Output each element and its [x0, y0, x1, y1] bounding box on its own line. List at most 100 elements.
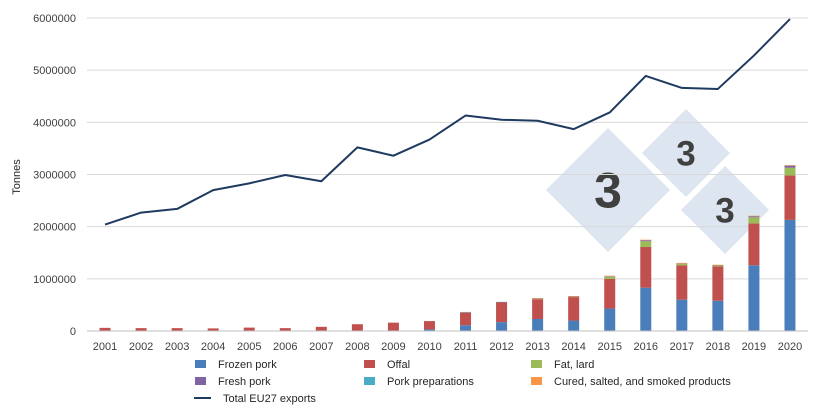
x-tick-label: 2011	[454, 341, 478, 353]
bar-segment	[784, 165, 796, 168]
bar-segment	[99, 327, 111, 331]
legend-swatch	[531, 377, 542, 385]
bar-segment	[676, 263, 688, 266]
legend-label: Pork preparations	[387, 376, 474, 388]
bar-segment	[568, 320, 580, 331]
bar-segment	[496, 302, 508, 323]
bar-segment	[712, 265, 724, 267]
bar-segment	[712, 300, 724, 331]
bar-segment	[604, 308, 616, 331]
watermark-digit: 3	[715, 191, 734, 230]
y-tick-label: 1000000	[33, 274, 76, 286]
bar-segment	[135, 328, 147, 331]
x-tick-label: 2009	[381, 341, 405, 353]
bar-segment	[532, 298, 544, 299]
bar-segment	[712, 266, 724, 301]
bar-segment	[171, 328, 183, 331]
watermark-digit: 3	[676, 134, 695, 173]
bar-segment	[532, 298, 544, 300]
bar-segment	[279, 328, 291, 331]
x-tick-label: 2020	[778, 341, 802, 353]
watermark-diamond	[681, 166, 769, 254]
y-tick-label: 0	[70, 326, 76, 338]
bar-segment	[748, 215, 760, 217]
bar-segment	[748, 216, 760, 218]
watermark-logo: 333	[546, 109, 769, 254]
bar-segment	[784, 165, 796, 166]
bar-segment	[604, 278, 616, 309]
bar-segment	[676, 263, 688, 264]
y-tick-label: 3000000	[33, 170, 76, 182]
bar-segment	[496, 322, 508, 331]
y-tick-label: 6000000	[33, 13, 76, 25]
legend-swatch	[364, 377, 375, 385]
bar-segment	[640, 240, 652, 242]
x-tick-label: 2018	[706, 341, 730, 353]
bar-segment	[676, 299, 688, 331]
bar-segment	[568, 296, 580, 298]
x-tick-label: 2015	[597, 341, 621, 353]
bar-segment	[640, 247, 652, 288]
bar-segment	[712, 264, 724, 266]
legend-label: Frozen pork	[218, 359, 277, 371]
bars-group	[99, 165, 796, 331]
bar-segment	[423, 321, 435, 330]
bar-segment	[604, 275, 616, 277]
bar-segment	[351, 324, 363, 331]
bar-segment	[712, 265, 724, 266]
y-tick-label: 5000000	[33, 65, 76, 77]
legend-label: Offal	[387, 359, 410, 371]
x-tick-label: 2016	[634, 341, 658, 353]
legend-label: Cured, salted, and smoked products	[554, 376, 731, 388]
bar-segment	[460, 325, 472, 331]
x-tick-label: 2017	[670, 341, 694, 353]
bar-segment	[568, 296, 580, 297]
bar-segment	[568, 297, 580, 321]
bar-segment	[387, 322, 399, 331]
bar-segment	[532, 298, 544, 299]
x-tick-label: 2012	[489, 341, 513, 353]
x-tick-label: 2003	[165, 341, 189, 353]
x-tick-label: 2004	[201, 341, 225, 353]
bar-segment	[243, 327, 255, 331]
bar-segment	[676, 262, 688, 264]
bar-segment	[315, 326, 327, 331]
x-tick-label: 2008	[345, 341, 369, 353]
gridlines	[87, 17, 808, 332]
x-tick-label: 2019	[742, 341, 766, 353]
x-tick-label: 2002	[129, 341, 153, 353]
bar-segment	[640, 239, 652, 241]
x-tick-label: 2005	[237, 341, 261, 353]
watermark-digit: 3	[594, 162, 622, 218]
bar-segment	[604, 276, 616, 277]
bar-segment	[784, 167, 796, 176]
bar-segment	[640, 241, 652, 248]
x-tick-label: 2001	[93, 341, 117, 353]
axes-group: 0 1000000 2000000 3000000 4000000 5000000 6000…	[33, 13, 808, 353]
legend-label: Total EU27 exports	[223, 393, 316, 405]
x-tick-label: 2006	[273, 341, 297, 353]
bar-segment	[640, 287, 652, 331]
x-tick-label: 2013	[525, 341, 549, 353]
bar-segment	[532, 319, 544, 331]
bar-segment	[207, 328, 219, 331]
bar-segment	[676, 265, 688, 300]
bar-segment	[784, 219, 796, 331]
legend-swatch	[195, 360, 206, 368]
bar-segment	[423, 329, 435, 331]
legend-swatch	[531, 360, 542, 368]
bar-segment	[496, 301, 508, 303]
bar-segment	[748, 223, 760, 266]
legend-swatch	[195, 377, 206, 385]
legend-swatch	[364, 360, 375, 368]
legend-label: Fat, lard	[554, 359, 594, 371]
bar-segment	[748, 217, 760, 224]
legend-label: Fresh pork	[218, 376, 271, 388]
total-exports-line	[104, 18, 791, 226]
bar-segment	[568, 296, 580, 297]
y-axis-label: Tonnes	[11, 159, 23, 195]
watermark-diamond	[546, 128, 670, 252]
legend: Frozen pork Offal Fat, lard Fresh pork Pork …	[194, 359, 731, 405]
